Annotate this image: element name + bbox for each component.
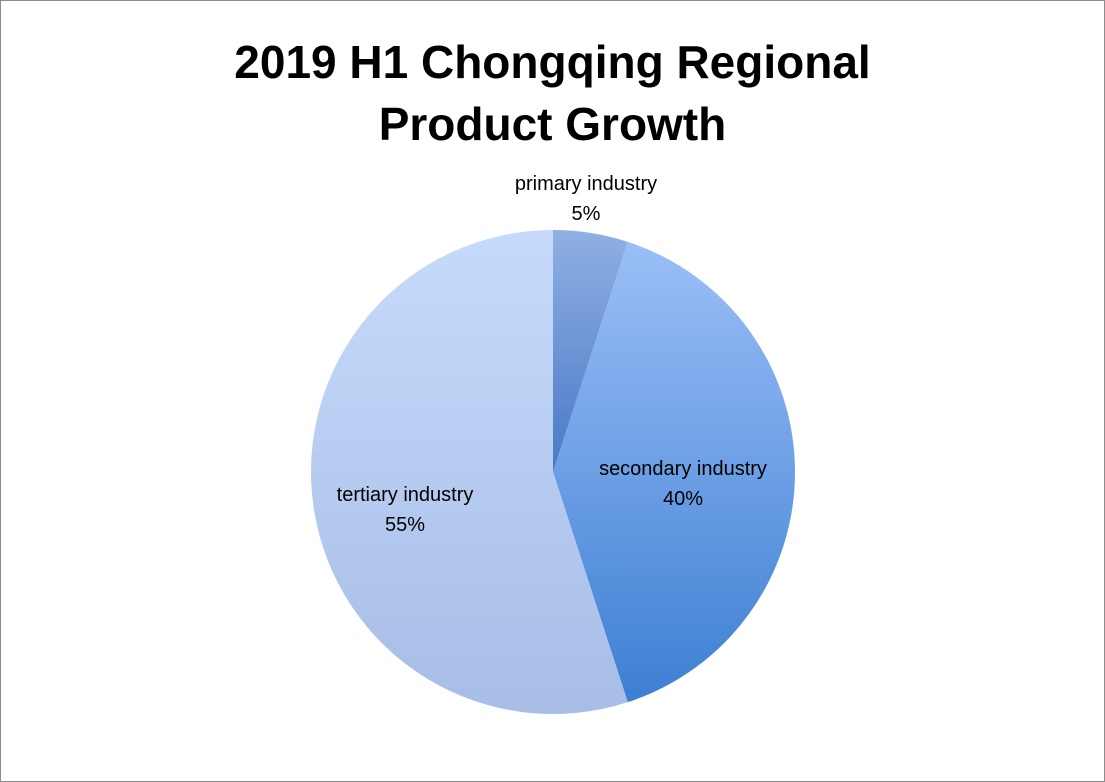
pie-slice-tertiary-industry <box>311 230 628 714</box>
chart-title-line-1: 2019 H1 Chongqing Regional <box>234 36 871 88</box>
slice-label-primary-industry: primary industry 5% <box>515 173 657 225</box>
slice-label-secondary-industry: secondary industry 40% <box>599 458 767 510</box>
chart-title-line-2: Product Growth <box>378 98 727 150</box>
pie-slices <box>311 230 795 714</box>
pie-slice-primary-industry <box>553 230 628 472</box>
pie-slice-secondary-industry <box>553 241 795 703</box>
slice-label-tertiary-industry: tertiary industry 55% <box>337 484 474 536</box>
chart-title: 2019 H1 Chongqing Regional Product Growt… <box>1 31 1104 155</box>
pie-labels: primary industry 5% secondary industry 40% t… <box>337 173 767 536</box>
